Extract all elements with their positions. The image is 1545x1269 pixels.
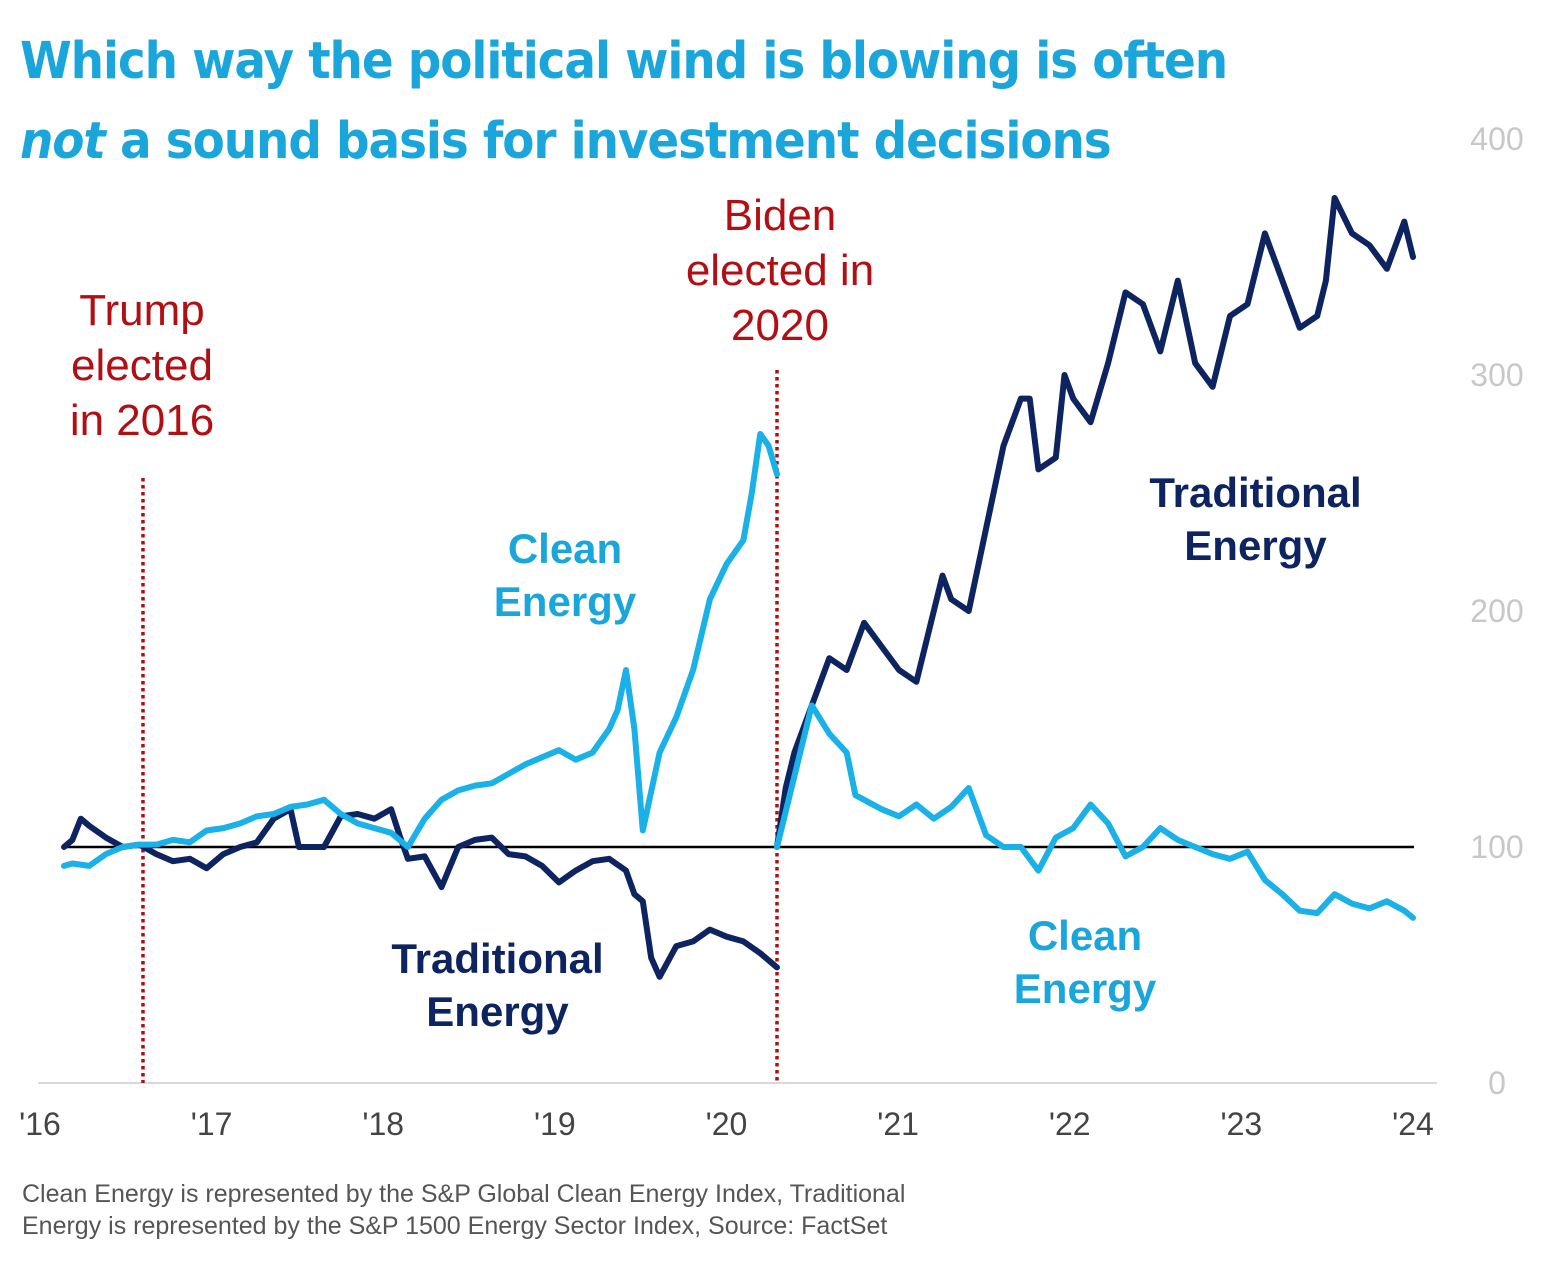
title-line-2: not a sound basis for investment decisio… [20,102,1308,182]
series-clean-energy-line [61,431,780,869]
x-tick-label: '24 [1392,1106,1434,1142]
title-emphasis: not [20,112,106,171]
label-clean-energy-2: Clean Energy [975,909,1195,1015]
annotation-biden-line: 2020 [731,301,829,350]
annotation-trump-line: Trump [79,286,205,335]
series-traditional-energy-line [774,195,1416,850]
y-tick-label: 400 [1470,121,1523,157]
series-group [61,195,1416,980]
label-line: Clean [1027,912,1143,959]
y-tick-label: 200 [1470,593,1523,629]
y-tick-label: 0 [1488,1065,1506,1101]
axes: 0 100 200 300 400 '16 '17 '18 '19 '20 '21 '22 '23 '24 [19,121,1524,1142]
x-tick-label: '20 [706,1106,748,1142]
annotation-biden: Biden elected in 2020 [660,188,900,353]
annotation-biden-line: elected in [685,246,875,295]
label-line: Energy [1013,965,1157,1012]
annotation-trump-line: elected [71,341,213,390]
y-tick-label: 100 [1470,829,1523,865]
title-line-1: Which way the political wind is blowing … [20,32,1228,91]
x-tick-label: '17 [191,1106,233,1142]
y-tick-label: 300 [1470,357,1523,393]
annotation-trump: Trump elected in 2016 [42,283,242,448]
footnote-line-1: Clean Energy is represented by the S&P G… [22,1180,906,1208]
x-tick-label: '23 [1221,1106,1263,1142]
annotation-trump-line: in 2016 [69,396,215,445]
annotation-biden-line: Biden [723,191,837,240]
x-tick-label: '19 [534,1106,576,1142]
x-tick-label: '22 [1049,1106,1091,1142]
label-line: Clean [507,525,623,572]
label-traditional-energy-1: Traditional Energy [360,932,635,1038]
chart-title: Which way the political wind is blowing … [20,22,1308,182]
election-markers [141,370,779,1083]
title-line-2-rest: a sound basis for investment decisions [104,112,1112,171]
label-line: Energy [1184,522,1327,569]
footnote: Clean Energy is represented by the S&P G… [22,1178,905,1242]
label-line: Traditional [391,935,604,982]
footnote-line-2: Energy is represented by the S&P 1500 En… [22,1212,888,1240]
series-traditional-energy-line [61,806,780,980]
x-tick-label: '16 [19,1106,61,1142]
series-clean-energy-line [774,702,1416,921]
label-clean-energy-1: Clean Energy [455,522,675,628]
label-traditional-energy-2: Traditional Energy [1118,466,1393,572]
x-tick-label: '21 [877,1106,919,1142]
label-line: Energy [493,578,637,625]
label-line: Traditional [1149,469,1362,516]
x-tick-label: '18 [362,1106,404,1142]
label-line: Energy [426,988,569,1035]
